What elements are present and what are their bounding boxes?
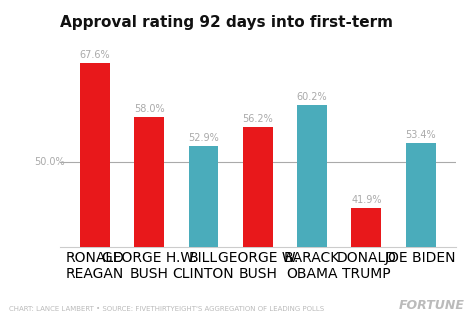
- Text: 67.6%: 67.6%: [80, 50, 110, 60]
- Text: 60.2%: 60.2%: [297, 92, 328, 102]
- Text: 52.9%: 52.9%: [188, 133, 219, 143]
- Text: Approval rating 92 days into first-term: Approval rating 92 days into first-term: [60, 15, 392, 30]
- Bar: [189, 146, 219, 315]
- Bar: [134, 117, 164, 315]
- Text: 41.9%: 41.9%: [351, 195, 382, 205]
- Text: 53.4%: 53.4%: [405, 130, 436, 140]
- Text: FORTUNE: FORTUNE: [399, 299, 465, 312]
- Bar: [406, 143, 436, 315]
- Bar: [297, 105, 327, 315]
- Text: 50.0%: 50.0%: [34, 157, 65, 167]
- Bar: [80, 63, 110, 315]
- Text: 56.2%: 56.2%: [242, 114, 273, 124]
- Text: 58.0%: 58.0%: [134, 104, 164, 114]
- Bar: [243, 127, 273, 315]
- Text: CHART: LANCE LAMBERT • SOURCE: FIVETHIRTYEIGHT'S AGGREGATION OF LEADING POLLS: CHART: LANCE LAMBERT • SOURCE: FIVETHIRT…: [9, 306, 325, 312]
- Bar: [351, 208, 381, 315]
